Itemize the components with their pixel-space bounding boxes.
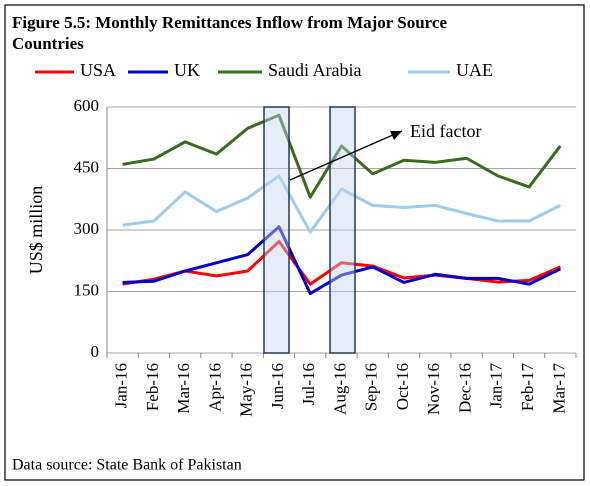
- annotation-arrow: [289, 130, 403, 181]
- x-tick-label: Jul-16: [299, 363, 318, 406]
- x-tick-label: Apr-16: [205, 363, 224, 412]
- chart-title: Countries: [12, 34, 84, 53]
- x-tick-label: Feb-16: [143, 363, 162, 411]
- x-tick-label: Jun-16: [268, 363, 287, 409]
- y-axis-label: US$ million: [26, 186, 46, 275]
- legend-label: USA: [80, 60, 116, 80]
- x-tick-label: Jan-17: [487, 363, 506, 409]
- legend-label: UK: [174, 60, 200, 80]
- series-line: [122, 239, 561, 286]
- y-tick-label: 450: [74, 157, 100, 176]
- frame: [4, 4, 585, 481]
- highlight: [263, 106, 290, 354]
- y-tick-label: 300: [74, 219, 100, 238]
- x-tick-label: Jan-16: [112, 363, 131, 408]
- series-line: [122, 174, 562, 234]
- x-tick-label: Oct-16: [393, 363, 412, 410]
- x-tick-label: May-16: [237, 363, 256, 417]
- y-tick-label: 600: [74, 96, 100, 115]
- y-tick-label: 150: [74, 280, 100, 299]
- y-tick-label: 0: [91, 342, 100, 361]
- x-tick-label: Nov-16: [424, 363, 443, 415]
- legend-label: UAE: [456, 60, 493, 80]
- series-line: [122, 225, 562, 296]
- x-tick-label: Dec-16: [455, 363, 474, 413]
- x-tick-label: Aug-16: [330, 363, 349, 415]
- x-tick-label: Mar-16: [174, 363, 193, 414]
- x-tick-label: Sep-16: [362, 363, 381, 411]
- arrow-head: [390, 131, 402, 140]
- x-tick-label: Feb-17: [518, 363, 537, 412]
- source: Data source: State Bank of Pakistan: [12, 457, 242, 474]
- chart-title: Figure 5.5: Monthly Remittances Inflow f…: [12, 13, 447, 32]
- series-line: [122, 113, 562, 199]
- legend-label: Saudi Arabia: [268, 60, 361, 80]
- annotation: Eid factor: [410, 121, 481, 141]
- x-tick-label: Mar-17: [549, 363, 568, 414]
- highlight: [329, 106, 356, 354]
